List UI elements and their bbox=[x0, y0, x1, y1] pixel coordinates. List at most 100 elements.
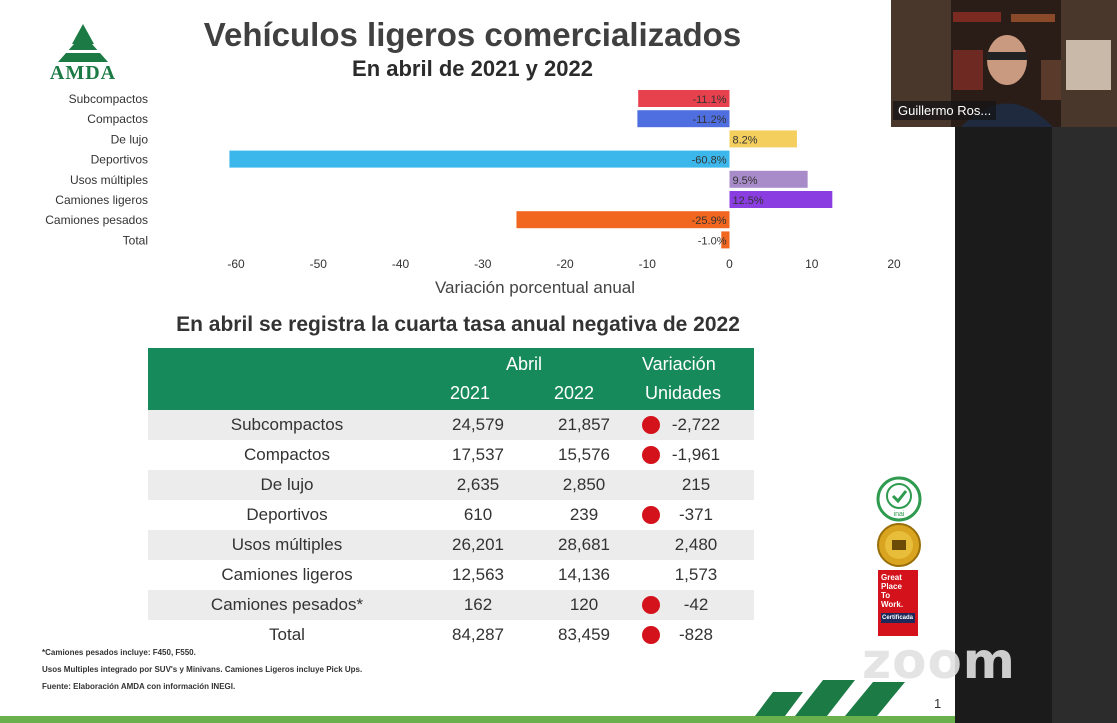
row-name: Usos múltiples bbox=[231, 535, 343, 554]
header-2022: 2022 bbox=[554, 383, 595, 403]
table-body: Subcompactos 24,579 21,857 -2,722 Compactos 1… bbox=[148, 410, 754, 650]
footnote-3: Fuente: Elaboración AMDA con información… bbox=[42, 682, 236, 691]
row-variation-text: -828 bbox=[678, 625, 714, 644]
table-row: Camiones pesados* 162 120 -42 bbox=[148, 590, 754, 620]
row-2021-value: 26,201 bbox=[452, 535, 504, 554]
page-number: 1 bbox=[934, 696, 942, 711]
row-name: Camiones ligeros bbox=[221, 565, 353, 584]
row-2021-value: 12,563 bbox=[452, 565, 504, 584]
row-2021-value: 162 bbox=[463, 595, 493, 614]
bar bbox=[729, 170, 808, 188]
row-name: Camiones pesados* bbox=[210, 595, 364, 614]
row-2021-value: 84,287 bbox=[452, 625, 504, 644]
row-variation-text: -371 bbox=[678, 505, 714, 524]
chart-x-axis-label: Variación porcentual anual bbox=[434, 278, 636, 297]
zoom-side-panel bbox=[1052, 127, 1117, 723]
row-variation: 1,573 bbox=[638, 565, 754, 585]
row-2022-value: 15,576 bbox=[558, 445, 610, 464]
row-name: Total bbox=[269, 625, 305, 644]
category-label: Usos múltiples bbox=[70, 173, 148, 187]
negative-indicator-dot bbox=[642, 416, 660, 434]
bar-value-label: -11.1% bbox=[692, 94, 726, 106]
participant-video[interactable] bbox=[891, 0, 1117, 127]
row-2021-value: 2,635 bbox=[456, 475, 500, 494]
bar bbox=[729, 191, 833, 208]
category-label: De lujo bbox=[111, 132, 149, 146]
great-place-to-work-badge: Great Place To Work. Certificada bbox=[878, 570, 918, 636]
inai-badge-text: inai bbox=[894, 511, 905, 518]
row-variation: 215 bbox=[638, 475, 754, 495]
table-title: En abril se registra la cuarta tasa anua… bbox=[176, 313, 740, 336]
slide-subtitle: En abril de 2021 y 2022 bbox=[352, 56, 593, 81]
negative-indicator-dot bbox=[642, 596, 660, 614]
bar-value-label: -25.9% bbox=[692, 215, 727, 227]
category-label: Subcompactos bbox=[69, 92, 148, 106]
row-variation-text: -1,961 bbox=[671, 445, 721, 464]
gptw-line-3: To bbox=[881, 591, 891, 600]
bar bbox=[638, 90, 730, 107]
header-unidades: Unidades bbox=[645, 383, 722, 403]
category-label: Camiones ligeros bbox=[55, 193, 148, 207]
gptw-line-2: Place bbox=[881, 582, 902, 591]
bar-value-label: 9.5% bbox=[733, 175, 758, 187]
table-row: Compactos 17,537 15,576 -1,961 bbox=[148, 440, 754, 470]
row-2022-value: 2,850 bbox=[562, 475, 606, 494]
row-name: Subcompactos bbox=[230, 415, 344, 434]
inai-badge-icon: inai bbox=[876, 476, 922, 522]
row-variation: 2,480 bbox=[638, 535, 754, 555]
row-2022-value: 83,459 bbox=[558, 625, 610, 644]
table-row: Camiones ligeros 12,563 14,136 1,573 bbox=[148, 560, 754, 590]
row-2022-value: 120 bbox=[569, 595, 599, 614]
header-2021: 2021 bbox=[450, 383, 491, 403]
table-row: Usos múltiples 26,201 28,681 2,480 bbox=[148, 530, 754, 560]
row-variation: -371 bbox=[638, 505, 754, 525]
row-variation-text: -42 bbox=[683, 595, 709, 614]
footnote-2: Usos Multiples integrado por SUV's y Min… bbox=[42, 665, 363, 674]
bar-value-label: -11.2% bbox=[692, 114, 726, 126]
row-2021-value: 24,579 bbox=[452, 415, 504, 434]
bar-value-label: -60.8% bbox=[692, 155, 727, 167]
gptw-certified: Certificada bbox=[881, 613, 915, 623]
zoom-watermark: zoom bbox=[862, 632, 1016, 690]
table-header: Abril 2021 2022 Variación Unidades bbox=[148, 348, 754, 410]
amda-mountain-icon bbox=[58, 24, 108, 62]
header-abril: Abril bbox=[506, 354, 543, 374]
row-variation-text: 1,573 bbox=[674, 565, 718, 584]
bar-value-label: 8.2% bbox=[733, 134, 758, 146]
row-2022-value: 239 bbox=[569, 505, 599, 524]
x-tick-label: 10 bbox=[805, 257, 819, 271]
x-tick-label: 0 bbox=[726, 257, 733, 271]
category-label: Deportivos bbox=[91, 153, 148, 167]
category-label: Compactos bbox=[87, 112, 148, 126]
bar-value-label: 12.5% bbox=[733, 195, 764, 207]
row-2021-value: 610 bbox=[463, 505, 493, 524]
sales-table: Abril 2021 2022 Variación Unidades Subco… bbox=[148, 348, 754, 650]
row-name: Compactos bbox=[244, 445, 330, 464]
bar bbox=[721, 231, 730, 249]
header-variacion: Variación bbox=[642, 354, 716, 374]
negative-indicator-dot bbox=[642, 506, 660, 524]
x-tick-label: -60 bbox=[227, 257, 245, 271]
row-variation-text: 2,480 bbox=[674, 535, 718, 554]
row-2022-value: 28,681 bbox=[558, 535, 610, 554]
row-2021-value: 17,537 bbox=[452, 445, 504, 464]
amda-logo-text: AMDA bbox=[49, 62, 117, 84]
negative-indicator-dot bbox=[642, 446, 660, 464]
x-tick-label: 20 bbox=[887, 257, 901, 271]
bar bbox=[516, 211, 730, 229]
row-variation: -828 bbox=[638, 625, 754, 645]
gptw-line-4: Work. bbox=[881, 600, 904, 609]
negative-indicator-dot bbox=[642, 626, 660, 644]
decorative-stripes bbox=[755, 680, 905, 716]
x-tick-label: -30 bbox=[474, 257, 492, 271]
row-variation: -1,961 bbox=[638, 445, 754, 465]
row-variation: -2,722 bbox=[638, 415, 754, 435]
row-variation-text: -2,722 bbox=[671, 415, 721, 434]
row-2022-value: 21,857 bbox=[558, 415, 610, 434]
x-tick-label: -40 bbox=[392, 257, 410, 271]
table-row: Deportivos 610 239 -371 bbox=[148, 500, 754, 530]
row-name: De lujo bbox=[260, 475, 314, 494]
table-row: Subcompactos 24,579 21,857 -2,722 bbox=[148, 410, 754, 440]
x-tick-label: -10 bbox=[639, 257, 657, 271]
participant-name-tag: Guillermo Ros... bbox=[893, 101, 997, 120]
